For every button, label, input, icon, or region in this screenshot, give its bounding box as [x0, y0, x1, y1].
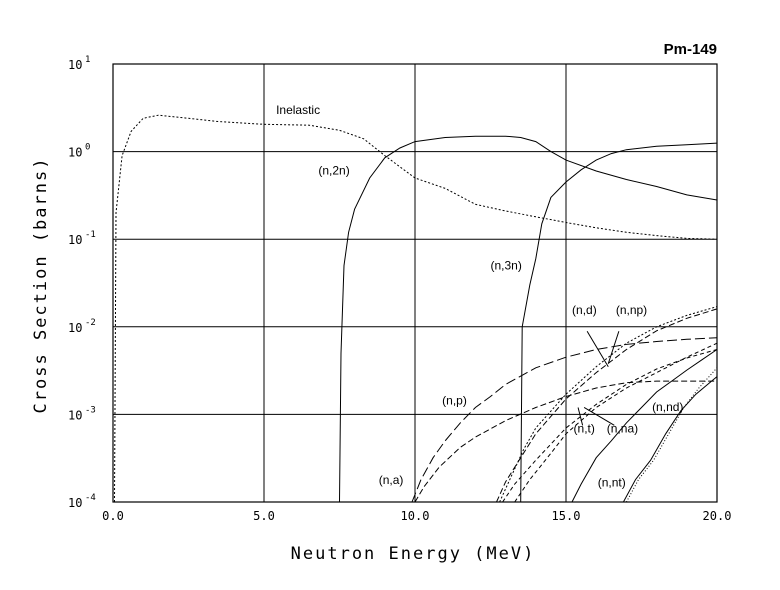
series-label: Inelastic [276, 103, 320, 117]
series-line [571, 349, 718, 503]
series-line [496, 308, 718, 503]
series-label: (n,np) [616, 303, 647, 317]
leader-line [607, 331, 620, 364]
series-label: (n,3n) [491, 259, 522, 273]
series-line [499, 306, 718, 503]
y-tick-label: 10 [68, 58, 82, 72]
series-label: (n,2n) [318, 163, 349, 177]
series-line [514, 342, 718, 503]
x-axis-title: Neutron Energy (MeV) [291, 544, 536, 564]
series-label: (n,d) [572, 303, 597, 317]
chart-title: Pm-149 [664, 41, 717, 58]
series-label: (n,nd) [652, 400, 683, 414]
y-axis-title: Cross Section (barns) [31, 157, 51, 414]
series-line [625, 367, 718, 503]
series-line [114, 114, 718, 503]
series-line [520, 142, 718, 503]
plot-frame [112, 63, 718, 503]
y-tick-exponent: -1 [85, 230, 96, 240]
y-tick-exponent: -3 [85, 405, 96, 415]
grid-layer [112, 63, 718, 503]
annotation-layer: Inelastic (n,2n) (n,3n) (n,p) (n,a) (n,d) (n,n… [276, 103, 683, 490]
y-tick-label: 10 [68, 408, 82, 422]
series-label: (n,a) [379, 473, 404, 487]
y-tick-label: 10 [68, 146, 82, 160]
y-tick-label: 10 [68, 233, 82, 247]
leader-line [583, 407, 615, 426]
series-label: (n,nt) [598, 476, 626, 490]
leader-line [577, 407, 584, 426]
series-label: (n,na) [607, 422, 638, 436]
series-label: (n,t) [574, 422, 595, 436]
series-label: (n,p) [442, 393, 467, 407]
y-tick-exponent: -4 [85, 493, 96, 503]
series-layer [114, 114, 718, 503]
series-line [411, 337, 718, 503]
x-tick-label: 10.0 [401, 509, 430, 523]
x-tick-label: 15.0 [552, 509, 581, 523]
series-line [622, 376, 718, 503]
x-tick-label: 20.0 [703, 509, 732, 523]
y-tick-exponent: 1 [85, 55, 90, 65]
x-tick-label: 0.0 [102, 509, 124, 523]
x-tick-label: 5.0 [253, 509, 275, 523]
series-line [502, 349, 718, 503]
y-tick-label: 10 [68, 496, 82, 510]
y-tick-label: 10 [68, 321, 82, 335]
y-tick-exponent: -2 [85, 318, 96, 328]
series-line [339, 135, 718, 503]
y-tick-exponent: 0 [85, 143, 90, 153]
leader-line [586, 330, 609, 367]
series-line [414, 380, 717, 503]
